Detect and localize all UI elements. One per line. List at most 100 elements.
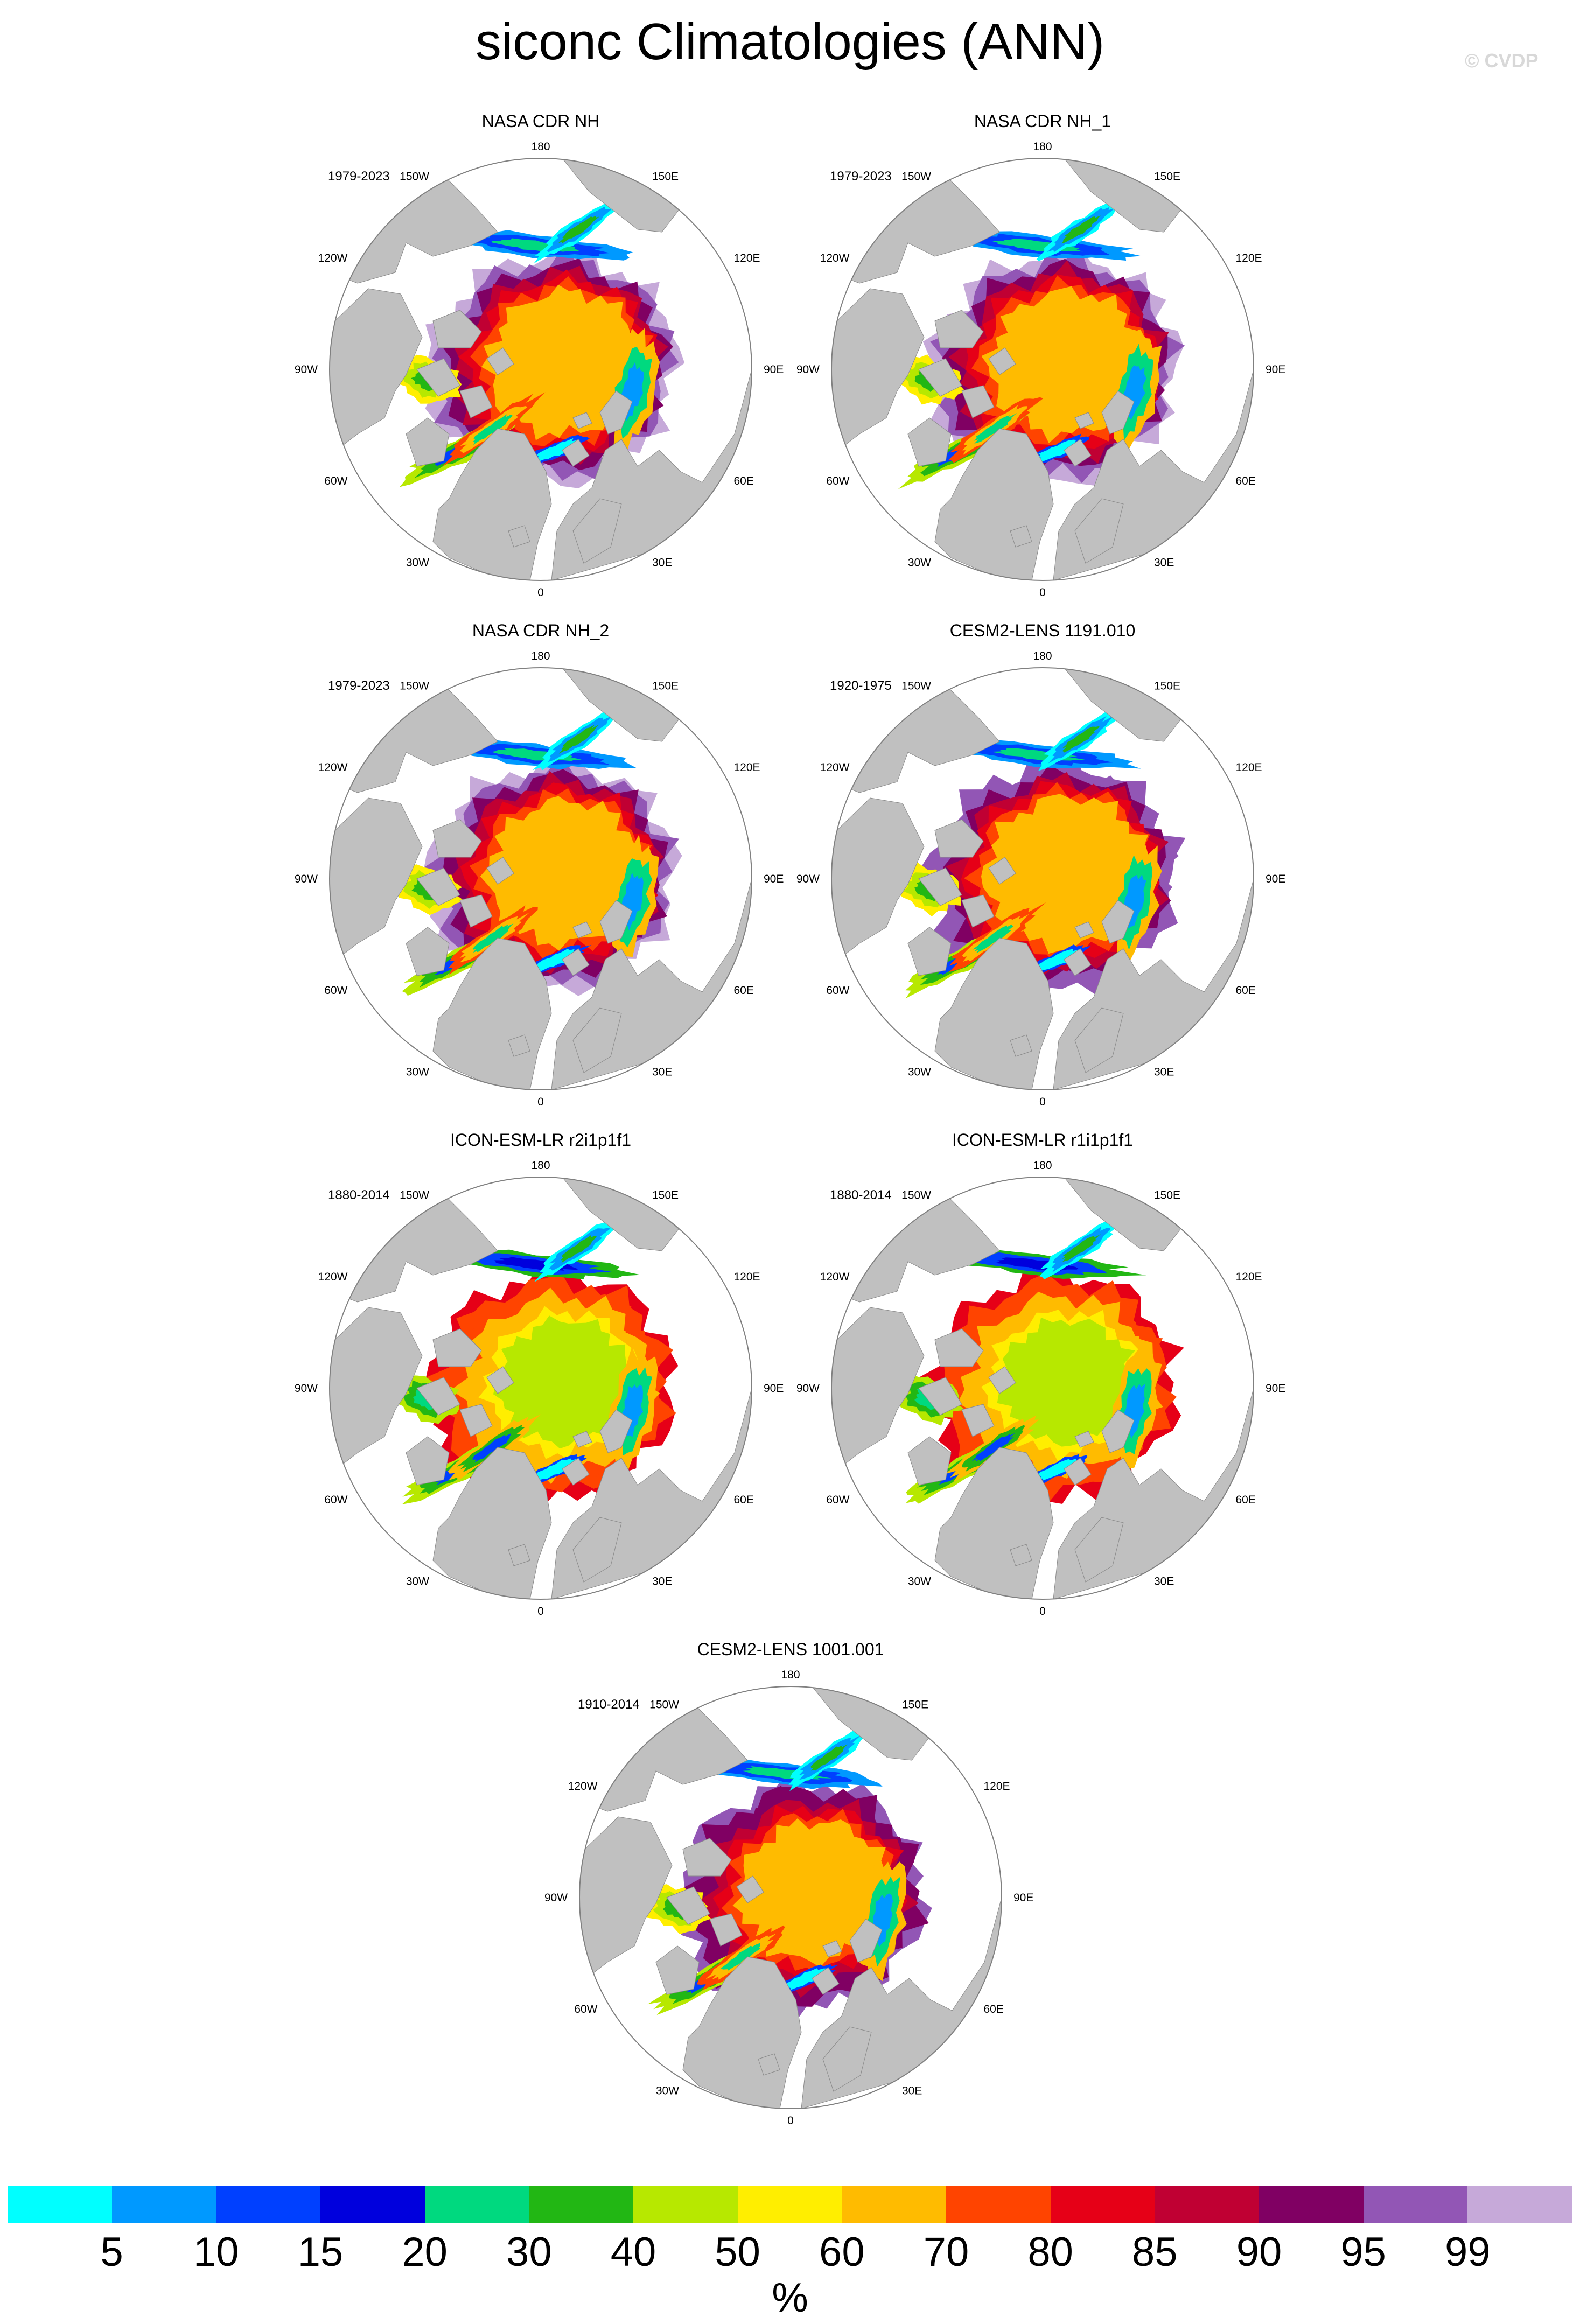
land-polygon bbox=[572, 498, 622, 564]
lon-label: 180 bbox=[1033, 141, 1052, 153]
land-polygon bbox=[1074, 921, 1094, 939]
sea-ice-field bbox=[391, 1215, 679, 1507]
colorbar-level: 99 bbox=[1445, 2229, 1491, 2275]
land-polygon bbox=[918, 1377, 962, 1416]
lon-label: 30E bbox=[902, 2085, 922, 2097]
lon-label: 120W bbox=[318, 1271, 348, 1283]
colorbar-swatch bbox=[737, 2186, 842, 2223]
lon-label: 150E bbox=[1154, 1189, 1180, 1202]
land-polygon bbox=[988, 857, 1016, 885]
land-polygon bbox=[459, 385, 493, 418]
colorbar-swatch bbox=[1155, 2186, 1260, 2223]
ice-band-6 bbox=[493, 1315, 637, 1449]
lon-label: 60W bbox=[324, 1494, 347, 1506]
colorbar-swatch bbox=[633, 2186, 738, 2223]
lon-label: 120E bbox=[1236, 252, 1262, 264]
lon-label: 30E bbox=[652, 557, 672, 569]
lon-label: 150W bbox=[901, 171, 931, 183]
land-polygon bbox=[432, 310, 482, 348]
marginal-ice bbox=[1061, 215, 1101, 244]
lon-label: 0 bbox=[537, 1605, 544, 1618]
colorbar-level: 50 bbox=[715, 2229, 760, 2275]
lon-label: 120E bbox=[1236, 1271, 1262, 1283]
land-polygon bbox=[1064, 948, 1092, 976]
lon-label: 90E bbox=[764, 1382, 784, 1395]
land-polygon bbox=[1064, 1458, 1092, 1486]
land-polygon bbox=[934, 1328, 984, 1367]
panel-title: NASA CDR NH_1 bbox=[974, 111, 1111, 131]
land-polygon bbox=[572, 412, 592, 429]
colorbar-level: 40 bbox=[610, 2229, 656, 2275]
land-polygon bbox=[599, 900, 633, 944]
land-polygon bbox=[416, 1377, 460, 1416]
land-polygon bbox=[1074, 1517, 1124, 1583]
land-polygon bbox=[961, 1404, 995, 1437]
colorbar-swatch bbox=[946, 2186, 1051, 2223]
colorbar-swatch bbox=[842, 2186, 947, 2223]
land-polygon bbox=[459, 894, 493, 928]
land-polygon bbox=[562, 948, 590, 976]
marginal-ice bbox=[810, 1744, 848, 1771]
lon-label: 0 bbox=[1039, 1605, 1046, 1618]
lon-label: 120E bbox=[1236, 761, 1262, 774]
lon-label: 60E bbox=[734, 475, 754, 487]
lon-label: 90W bbox=[295, 873, 318, 885]
land-polygon bbox=[1010, 1034, 1032, 1057]
lon-label: 90E bbox=[764, 363, 784, 376]
lon-label: 30E bbox=[652, 1576, 672, 1588]
land-polygon bbox=[988, 1366, 1016, 1394]
marginal-ice bbox=[1035, 949, 1080, 971]
lon-label: 30E bbox=[652, 1066, 672, 1079]
lon-label: 150W bbox=[400, 171, 429, 183]
lon-label: 60W bbox=[324, 475, 347, 487]
lon-label: 150E bbox=[652, 1189, 679, 1202]
map-border bbox=[831, 158, 1254, 581]
land-polygon bbox=[406, 1436, 450, 1486]
lon-label: 120W bbox=[318, 252, 348, 264]
colorbar-level: 30 bbox=[506, 2229, 552, 2275]
colorbar-swatch bbox=[111, 2186, 216, 2223]
lon-label: 90E bbox=[1266, 363, 1285, 376]
panel-period: 1979-2023 bbox=[328, 169, 390, 184]
lon-label: 120E bbox=[734, 1271, 760, 1283]
land-polygon bbox=[822, 1940, 842, 1957]
colorbar-level: 20 bbox=[402, 2229, 448, 2275]
land-polygon bbox=[812, 1967, 840, 1995]
land-polygon bbox=[918, 358, 962, 397]
land-polygon bbox=[416, 867, 460, 906]
panel-title: NASA CDR NH_2 bbox=[472, 621, 610, 640]
marginal-ice bbox=[535, 948, 581, 971]
colorbar-swatch bbox=[1259, 2186, 1364, 2223]
map-border bbox=[831, 667, 1254, 1090]
lon-label: 90W bbox=[295, 1382, 318, 1395]
land-polygon bbox=[961, 385, 995, 418]
land-polygon bbox=[1010, 525, 1032, 548]
land-polygon bbox=[918, 867, 962, 906]
land-polygon bbox=[486, 857, 514, 885]
land-polygon bbox=[572, 921, 592, 939]
land-mass bbox=[831, 158, 1254, 580]
lon-label: 150E bbox=[1154, 171, 1180, 183]
lon-label: 90W bbox=[796, 873, 820, 885]
marginal-ice bbox=[721, 1943, 761, 1971]
marginal-ice bbox=[535, 1458, 578, 1481]
land-polygon bbox=[1101, 390, 1135, 435]
lon-label: 90E bbox=[1266, 1382, 1285, 1395]
colorbar-swatch bbox=[1363, 2186, 1468, 2223]
land-polygon bbox=[655, 1945, 700, 1995]
lon-label: 90W bbox=[796, 1382, 820, 1395]
land-polygon bbox=[599, 390, 633, 435]
land-polygon bbox=[508, 525, 530, 548]
lon-label: 30W bbox=[908, 1066, 931, 1079]
colorbar-level: 5 bbox=[100, 2229, 123, 2275]
lon-label: 150W bbox=[901, 680, 931, 692]
lon-label: 30W bbox=[908, 557, 931, 569]
panel-period: 1880-2014 bbox=[328, 1188, 390, 1202]
marginal-ice bbox=[1034, 1459, 1082, 1481]
land-polygon bbox=[562, 1458, 590, 1486]
land-polygon bbox=[432, 819, 482, 858]
lon-label: 120E bbox=[734, 252, 760, 264]
polar-map: 180 150E 120E 90E 60E 30E 0 30W 60W 90W 120W 150W bbox=[544, 1669, 1034, 2127]
lon-label: 180 bbox=[531, 1159, 550, 1172]
land-polygon bbox=[432, 1328, 482, 1367]
